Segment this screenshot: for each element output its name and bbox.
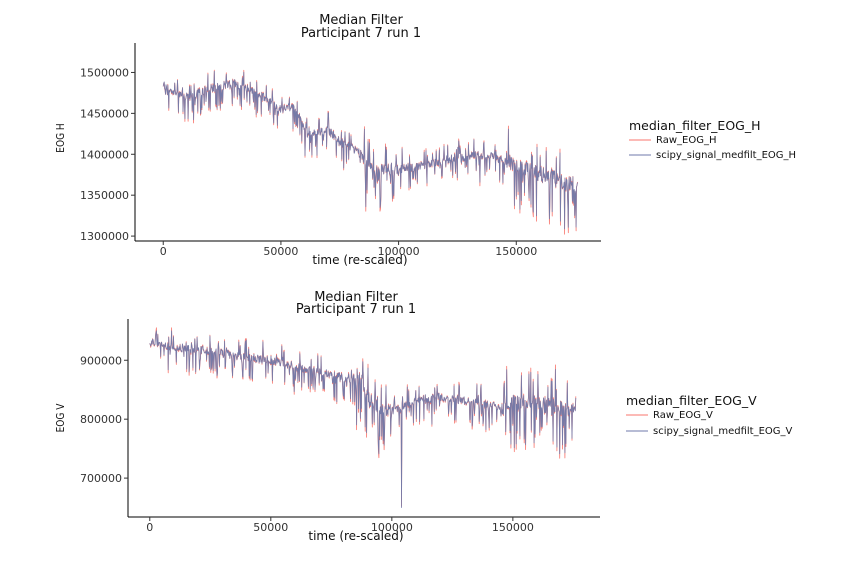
- chart-subtitle: Participant 7 run 1: [301, 26, 421, 41]
- panel-eog-v: Median Filter Participant 7 run 1 0 50000…: [55, 290, 792, 543]
- y-tick-label: 1500000: [80, 66, 129, 79]
- x-axis-label: time (re-scaled): [308, 529, 403, 543]
- y-tick-label: 1350000: [80, 189, 129, 202]
- y-axis-label: EOG H: [55, 123, 67, 152]
- x-tick-label: 150000: [495, 245, 537, 258]
- plot-area: [162, 69, 578, 235]
- chart-subtitle: Participant 7 run 1: [296, 302, 416, 317]
- series-line-filtered: [149, 330, 577, 509]
- chart-title: Median Filter: [314, 290, 398, 305]
- x-tick-label: 0: [160, 245, 167, 258]
- legend: median_filter_EOG_V Raw_EOG_V scipy_sign…: [626, 393, 793, 437]
- x-axis-label: time (re-scaled): [312, 253, 407, 267]
- y-tick-label: 700000: [80, 472, 122, 485]
- legend-label-raw: Raw_EOG_V: [653, 410, 713, 421]
- x-tick-label: 50000: [253, 521, 288, 534]
- series-line-filtered: [162, 70, 578, 230]
- x-tick-label: 50000: [263, 245, 298, 258]
- chart-title: Median Filter: [319, 13, 403, 28]
- x-tick-label: 0: [146, 521, 153, 534]
- series-line-raw: [162, 69, 578, 235]
- panel-eog-h: Median Filter Participant 7 run 1 0 50000…: [55, 13, 796, 267]
- y-tick-label: 1450000: [80, 107, 129, 120]
- y-axis-label: EOG V: [55, 403, 67, 432]
- y-tick-label: 800000: [80, 413, 122, 426]
- x-tick-label: 100000: [371, 521, 413, 534]
- legend-label-filtered: scipy_signal_medfilt_EOG_V: [653, 426, 793, 437]
- legend-title: median_filter_EOG_H: [629, 118, 761, 133]
- x-tick-label: 150000: [492, 521, 534, 534]
- y-tick-label: 1400000: [80, 148, 129, 161]
- axis-ticks: 0 50000 100000 150000 1300000 1350000 1400000 1…: [80, 66, 537, 258]
- x-tick-label: 100000: [378, 245, 420, 258]
- y-tick-label: 900000: [80, 354, 122, 367]
- axis-ticks: 0 50000 100000 150000 700000 800000 900000: [80, 354, 534, 534]
- legend-label-filtered: scipy_signal_medfilt_EOG_H: [656, 150, 796, 161]
- legend-label-raw: Raw_EOG_H: [656, 135, 717, 146]
- legend-title: median_filter_EOG_V: [626, 393, 757, 408]
- plot-area: [149, 327, 577, 509]
- legend: median_filter_EOG_H Raw_EOG_H scipy_sign…: [629, 118, 796, 161]
- y-tick-label: 1300000: [80, 230, 129, 243]
